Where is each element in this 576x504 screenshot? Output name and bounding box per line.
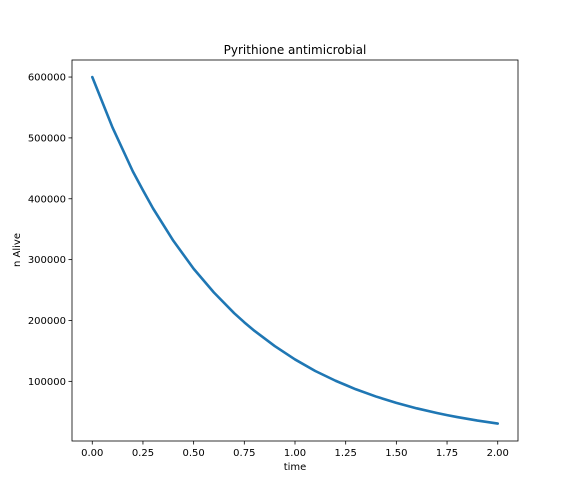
- x-tick-label: 0.00: [81, 448, 103, 459]
- x-tick-label: 0.75: [233, 448, 255, 459]
- x-tick-label: 0.50: [183, 448, 205, 459]
- chart-title: Pyrithione antimicrobial: [224, 43, 367, 57]
- y-axis: 100000 200000 300000 400000 500000 600000: [28, 73, 72, 388]
- plot-area: [90, 75, 500, 425]
- x-tick-label: 1.25: [335, 448, 357, 459]
- x-tick-label: 1.75: [436, 448, 458, 459]
- x-tick-label: 0.25: [132, 448, 154, 459]
- y-tick-label: 300000: [28, 255, 66, 266]
- x-axis-label: time: [284, 462, 307, 473]
- y-tick-label: 200000: [28, 316, 66, 327]
- x-tick-label: 2.00: [487, 448, 509, 459]
- y-tick-label: 600000: [28, 73, 66, 84]
- y-tick-label: 500000: [28, 133, 66, 144]
- y-tick-label: 400000: [28, 194, 66, 205]
- x-axis: 0.00 0.25 0.50 0.75 1.00 1.25 1.50 1.75 2.00: [81, 441, 509, 459]
- y-tick-label: 100000: [28, 377, 66, 388]
- series-line: [90, 75, 500, 425]
- plot-frame: [71, 59, 519, 442]
- x-tick-label: 1.00: [284, 448, 306, 459]
- x-tick-label: 1.50: [385, 448, 407, 459]
- y-axis-label: n Alive: [12, 233, 23, 267]
